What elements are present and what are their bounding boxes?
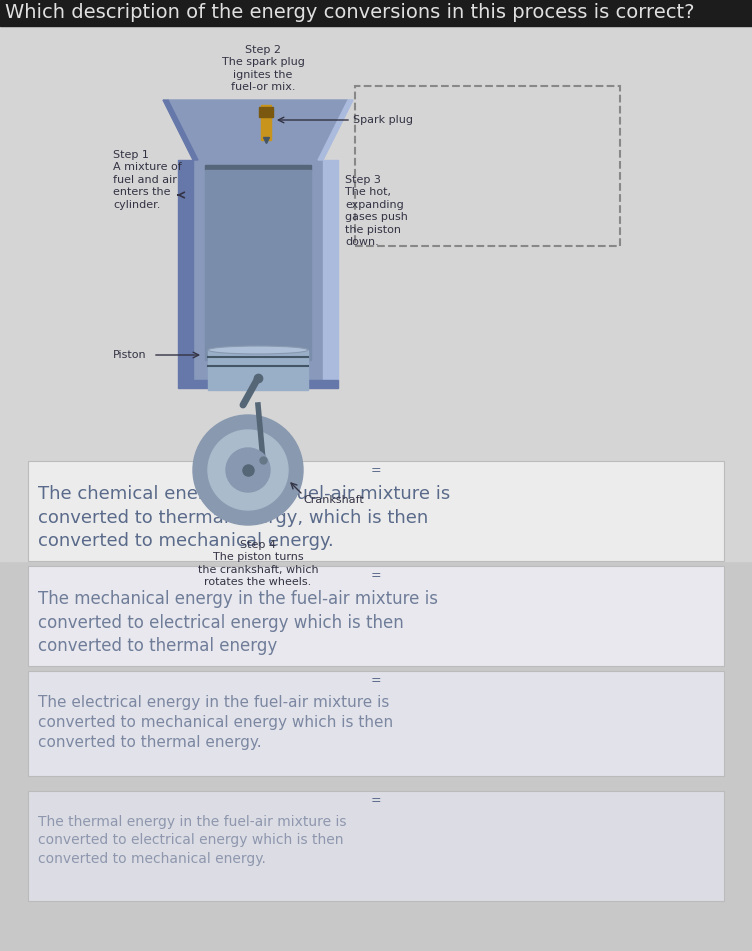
Polygon shape (205, 170, 311, 360)
Text: Crankshaft: Crankshaft (303, 495, 364, 505)
Polygon shape (163, 100, 198, 160)
Text: =: = (371, 464, 381, 477)
Polygon shape (208, 350, 308, 390)
Text: Step 3
The hot,
expanding
gases push
the piston
down.: Step 3 The hot, expanding gases push the… (345, 175, 408, 247)
Bar (0, 0, 752, 26)
Bar (0, 26, 752, 561)
Text: The thermal energy in the fuel-air mixture is
converted to electrical energy whi: The thermal energy in the fuel-air mixtu… (38, 815, 347, 865)
Text: The mechanical energy in the fuel-air mixture is
converted to electrical energy : The mechanical energy in the fuel-air mi… (38, 590, 438, 655)
Text: Piston: Piston (113, 350, 147, 360)
Text: =: = (371, 794, 381, 807)
Circle shape (193, 415, 303, 525)
Text: =: = (371, 570, 381, 583)
Text: The chemical energy in the fuel-air mixture is
converted to thermal energy, whic: The chemical energy in the fuel-air mixt… (38, 485, 450, 551)
Polygon shape (205, 165, 311, 170)
Bar (259, 107, 273, 117)
Text: The electrical energy in the fuel-air mixture is
converted to mechanical energy : The electrical energy in the fuel-air mi… (38, 695, 393, 749)
Polygon shape (168, 100, 348, 160)
Polygon shape (318, 100, 353, 160)
Bar (28, 566, 724, 666)
Text: Step 2
The spark plug
ignites the
fuel-or mix.: Step 2 The spark plug ignites the fuel-o… (222, 45, 305, 92)
Polygon shape (178, 380, 338, 388)
Text: Which description of the energy conversions in this process is correct?: Which description of the energy conversi… (5, 4, 695, 23)
Ellipse shape (208, 346, 308, 354)
Circle shape (226, 448, 270, 492)
Bar (355, 86, 620, 246)
Polygon shape (323, 160, 338, 380)
Text: Step 4
The piston turns
the crankshaft, which
rotates the wheels.: Step 4 The piston turns the crankshaft, … (198, 540, 318, 587)
Circle shape (208, 430, 288, 510)
Text: =: = (371, 674, 381, 688)
Text: Spark plug: Spark plug (353, 115, 413, 125)
Bar (28, 791, 724, 901)
Polygon shape (178, 160, 193, 380)
Text: Step 1
A mixture of
fuel and air
enters the
cylinder.: Step 1 A mixture of fuel and air enters … (113, 150, 182, 209)
Bar (261, 105, 271, 140)
Polygon shape (193, 160, 323, 380)
Bar (28, 461, 724, 561)
Bar (28, 671, 724, 776)
